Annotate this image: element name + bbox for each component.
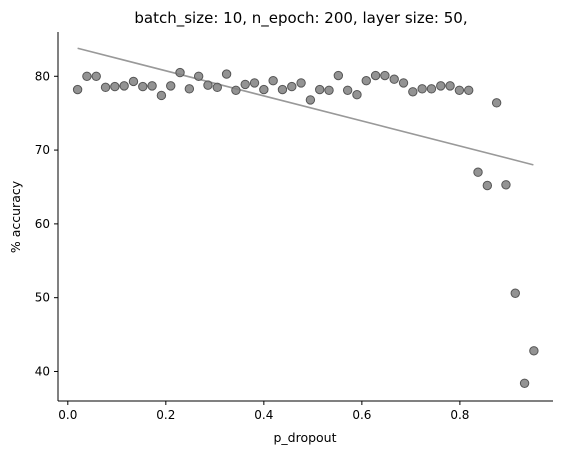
data-point	[166, 81, 176, 91]
data-point	[100, 82, 111, 93]
data-point	[389, 74, 399, 84]
data-point	[436, 81, 446, 91]
data-point	[380, 70, 390, 81]
data-point	[240, 79, 250, 90]
data-point	[268, 76, 278, 86]
data-point	[417, 84, 427, 94]
y-tick-label: 40	[35, 364, 50, 378]
data-point	[305, 95, 316, 105]
data-point	[408, 87, 418, 97]
data-point	[464, 85, 474, 96]
data-point	[510, 288, 520, 298]
data-point	[184, 84, 195, 94]
data-point	[445, 81, 455, 91]
data-point	[361, 76, 371, 86]
plot-area	[72, 47, 539, 388]
data-point	[333, 70, 344, 81]
data-point	[203, 80, 213, 90]
trend-line	[77, 47, 534, 166]
data-point	[501, 180, 511, 190]
data-point	[491, 98, 502, 108]
y-axis-ticks: 40 50 60 70 80	[35, 69, 58, 378]
data-point	[82, 71, 92, 81]
data-point	[138, 81, 148, 92]
data-point	[128, 76, 139, 87]
data-point	[352, 90, 362, 100]
x-tick-label: 0.4	[254, 408, 273, 422]
data-point	[324, 85, 334, 96]
data-point	[212, 82, 222, 93]
y-axis-label: % accuracy	[8, 180, 23, 253]
x-tick-label: 0.6	[352, 408, 371, 422]
data-point	[72, 84, 83, 95]
data-point	[426, 84, 437, 94]
data-point	[259, 84, 269, 95]
data-point	[519, 378, 530, 388]
y-tick-label: 60	[35, 217, 50, 231]
data-point	[175, 67, 185, 78]
data-point	[342, 85, 353, 96]
data-point	[110, 81, 120, 92]
data-point	[277, 84, 288, 95]
chart-title: batch_size: 10, n_epoch: 200, layer size…	[134, 9, 467, 28]
data-point	[147, 81, 157, 91]
x-tick-label: 0.2	[156, 408, 175, 422]
data-point	[315, 84, 325, 95]
x-axis-ticks: 0.0 0.2 0.4 0.6 0.8	[58, 401, 469, 422]
data-point	[454, 85, 465, 96]
data-point	[91, 71, 101, 81]
data-point	[249, 78, 260, 88]
data-point	[398, 78, 409, 88]
data-point	[231, 85, 241, 96]
data-point	[287, 81, 297, 92]
x-tick-label: 0.8	[450, 408, 469, 422]
y-tick-label: 70	[35, 143, 50, 157]
data-point	[529, 346, 539, 356]
x-axis-label: p_dropout	[273, 430, 336, 445]
data-point	[296, 78, 306, 88]
data-point	[156, 90, 167, 101]
x-tick-label: 0.0	[58, 408, 77, 422]
data-point	[119, 81, 129, 91]
data-point	[193, 71, 204, 81]
data-point	[473, 167, 483, 177]
y-tick-label: 80	[35, 69, 50, 83]
data-point	[482, 180, 493, 191]
y-tick-label: 50	[35, 291, 50, 305]
data-point	[221, 69, 232, 79]
data-point	[370, 70, 381, 81]
